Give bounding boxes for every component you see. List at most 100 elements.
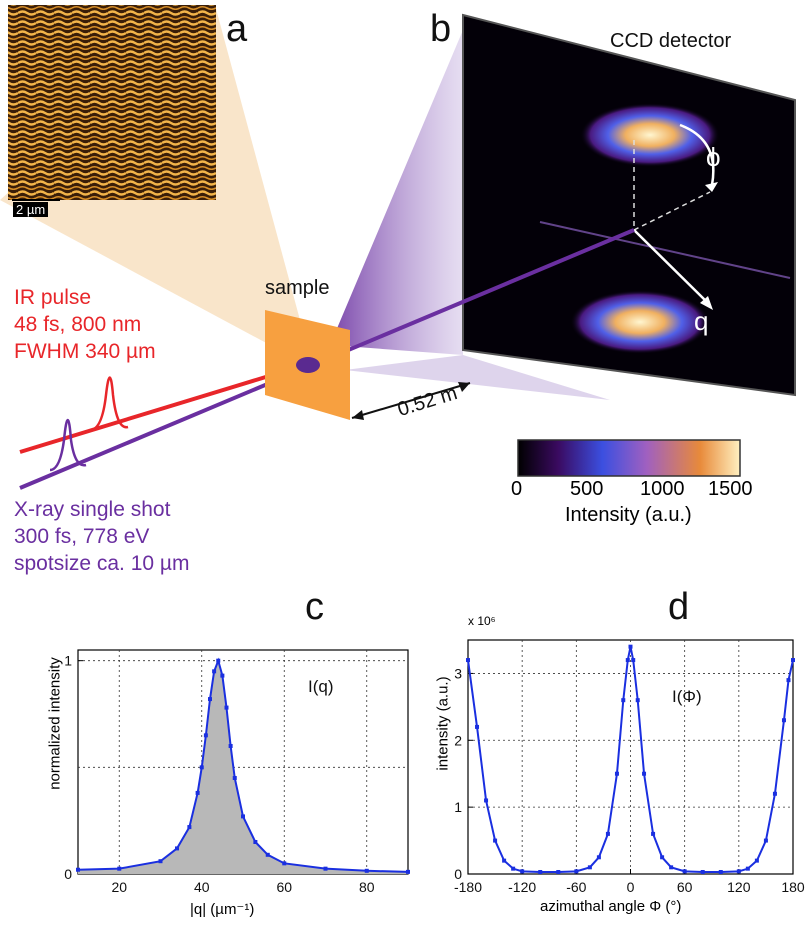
y-tick-label: 0 bbox=[64, 866, 72, 882]
data-point bbox=[625, 658, 630, 663]
data-point bbox=[502, 858, 507, 863]
phi-arrow bbox=[679, 123, 715, 186]
data-point bbox=[700, 869, 705, 874]
data-point bbox=[682, 869, 687, 874]
data-point bbox=[718, 869, 723, 874]
cbar-tick-1: 500 bbox=[570, 478, 604, 500]
x-tick-label: 40 bbox=[194, 879, 210, 895]
detector-label: CCD detector bbox=[610, 30, 732, 52]
data-point bbox=[621, 698, 626, 703]
ir-line1: IR pulse bbox=[14, 286, 92, 309]
x-tick-label: 180 bbox=[781, 879, 805, 895]
panel-letter-c: c bbox=[305, 586, 324, 628]
y-tick-label: 3 bbox=[454, 665, 462, 681]
data-point bbox=[203, 733, 208, 738]
data-point bbox=[224, 705, 229, 710]
data-point bbox=[117, 866, 122, 871]
data-point bbox=[660, 855, 665, 860]
cbar-tick-0: 0 bbox=[511, 478, 523, 500]
panel-c-chart: 20 40 60 80 0 1 I(q) bbox=[64, 649, 410, 895]
data-point bbox=[574, 869, 579, 874]
phi-label: ϕ bbox=[706, 142, 721, 172]
x-tick-label: 120 bbox=[727, 879, 751, 895]
scale-label: 2 µm bbox=[13, 202, 49, 217]
y-tick-label: 0 bbox=[454, 866, 462, 882]
data-point bbox=[556, 869, 561, 874]
panel-d-xlabel: azimuthal angle Φ (°) bbox=[540, 898, 682, 915]
data-point bbox=[475, 724, 480, 729]
data-point bbox=[484, 798, 489, 803]
panel-letter-a: a bbox=[226, 8, 248, 50]
data-point bbox=[538, 869, 543, 874]
data-point bbox=[216, 658, 221, 663]
data-point bbox=[511, 866, 516, 871]
q-label: q bbox=[694, 306, 709, 336]
data-point bbox=[232, 776, 237, 780]
ir-line3: FWHM 340 µm bbox=[14, 340, 156, 363]
data-point bbox=[786, 678, 791, 683]
x-tick-label: 20 bbox=[111, 879, 127, 895]
detector-cone-upper bbox=[330, 30, 463, 355]
data-point bbox=[605, 831, 610, 836]
data-point bbox=[587, 865, 592, 870]
data-point bbox=[406, 869, 410, 874]
data-point bbox=[241, 814, 245, 819]
colorbar bbox=[517, 439, 741, 477]
cbar-tick-3: 1500 bbox=[708, 478, 753, 500]
data-point bbox=[736, 869, 741, 874]
xray-label: X-ray single shot 300 fs, 778 eV spotsiz… bbox=[14, 496, 190, 577]
sample-label: sample bbox=[265, 277, 330, 299]
data-point bbox=[282, 861, 287, 866]
detector-cone-lower bbox=[345, 355, 610, 400]
data-point bbox=[208, 697, 212, 702]
panel-letter-b: b bbox=[430, 8, 452, 50]
data-point bbox=[220, 673, 225, 678]
x-tick-label: -120 bbox=[508, 879, 536, 895]
cbar-tick-2: 1000 bbox=[640, 478, 685, 500]
data-point bbox=[187, 825, 192, 830]
panel-letter-d: d bbox=[668, 586, 690, 628]
x-tick-label: 60 bbox=[677, 879, 693, 895]
xray-line2: 300 fs, 778 eV bbox=[14, 525, 150, 548]
x-tick-label: 0 bbox=[627, 879, 635, 895]
series-annotation: I(Φ) bbox=[672, 687, 702, 706]
series-line bbox=[467, 646, 794, 873]
data-point bbox=[323, 866, 328, 871]
q-arrow bbox=[633, 229, 711, 306]
data-point bbox=[212, 669, 217, 674]
x-tick-label: -180 bbox=[454, 879, 482, 895]
data-point bbox=[364, 868, 369, 873]
scattering-peak-upper bbox=[580, 103, 720, 167]
ir-line2: 48 fs, 800 nm bbox=[14, 313, 142, 336]
data-point bbox=[781, 718, 786, 723]
ir-pulse-shape bbox=[89, 376, 129, 432]
data-point bbox=[614, 771, 619, 776]
data-point bbox=[199, 765, 204, 770]
panel-c-xlabel: |q| (µm⁻¹) bbox=[190, 901, 255, 918]
data-point bbox=[493, 838, 498, 843]
panel-d-chart: -180 -120 -60 0 60 120 180 0 1 2 3 I(Φ) bbox=[454, 639, 805, 895]
data-point bbox=[669, 865, 674, 870]
data-point bbox=[772, 791, 777, 796]
y-tick-label: 1 bbox=[454, 799, 462, 815]
beam-spot bbox=[296, 357, 320, 373]
xray-line3: spotsize ca. 10 µm bbox=[14, 552, 190, 575]
data-point bbox=[195, 790, 200, 795]
schematic-diagram bbox=[0, 5, 796, 490]
ir-beam bbox=[19, 363, 306, 454]
data-point bbox=[520, 869, 525, 874]
xray-line1: X-ray single shot bbox=[14, 498, 171, 521]
afm-image bbox=[8, 5, 216, 200]
y-tick-label: 1 bbox=[64, 653, 72, 669]
distance-arrow bbox=[351, 382, 471, 419]
data-point bbox=[763, 838, 768, 843]
data-point bbox=[228, 744, 233, 748]
scattering-peak-lower bbox=[570, 290, 710, 354]
data-point bbox=[635, 698, 640, 703]
cbar-title: Intensity (a.u.) bbox=[565, 504, 692, 526]
data-point bbox=[631, 658, 636, 663]
x-tick-label: 80 bbox=[359, 879, 375, 895]
data-point bbox=[253, 840, 258, 844]
x-tick-label: 60 bbox=[276, 879, 292, 895]
data-point bbox=[596, 855, 601, 860]
